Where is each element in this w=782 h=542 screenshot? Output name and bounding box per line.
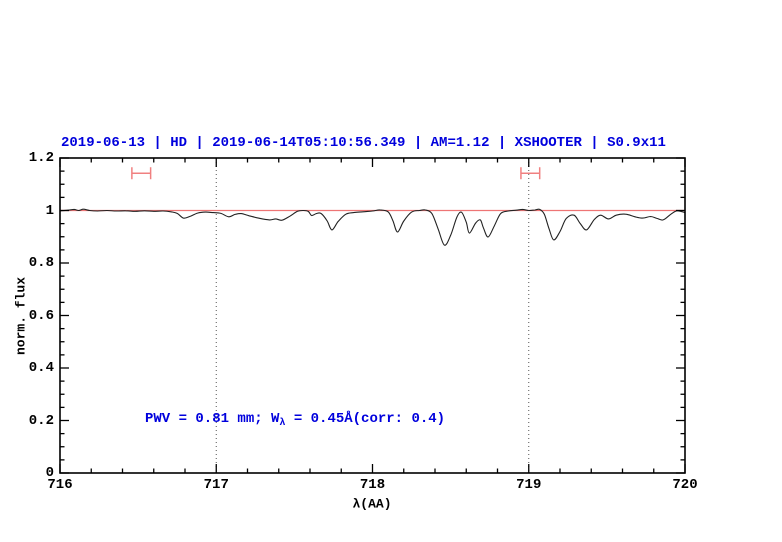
pwv-annotation-text: PWV = 0.81 mm; W: [145, 411, 280, 427]
plot-title: 2019-06-13 | HD | 2019-06-14T05:10:56.34…: [61, 135, 666, 151]
y-tick-label: 0.8: [28, 255, 54, 271]
x-tick-label: 719: [516, 477, 542, 493]
x-tick-label: 720: [672, 477, 698, 493]
pwv-annotation-subscript: λ: [279, 418, 286, 429]
x-tick-label: 718: [359, 477, 386, 493]
pwv-annotation-tail: = 0.45Å(corr: 0.4): [285, 411, 446, 427]
pwv-band-marker: [520, 167, 541, 180]
y-tick-label: 1.2: [28, 150, 54, 166]
y-tick-label: 0: [45, 465, 54, 481]
x-tick-label: 717: [203, 477, 229, 493]
axis-ticks: [59, 157, 686, 474]
y-tick-label: 1: [45, 202, 54, 219]
y-tick-label: 0.2: [28, 412, 54, 429]
x-tick-label: 716: [47, 477, 73, 493]
y-tick-label: 0.6: [28, 307, 54, 324]
pwv-band-marker: [131, 167, 152, 180]
pwv-annotation: PWV = 0.81 mm; Wλ = 0.45Å(corr: 0.4): [145, 411, 445, 429]
y-tick-label: 0.4: [28, 360, 54, 376]
spectrum-line: [59, 208, 686, 246]
x-axis-label: λ(AA): [352, 496, 392, 512]
